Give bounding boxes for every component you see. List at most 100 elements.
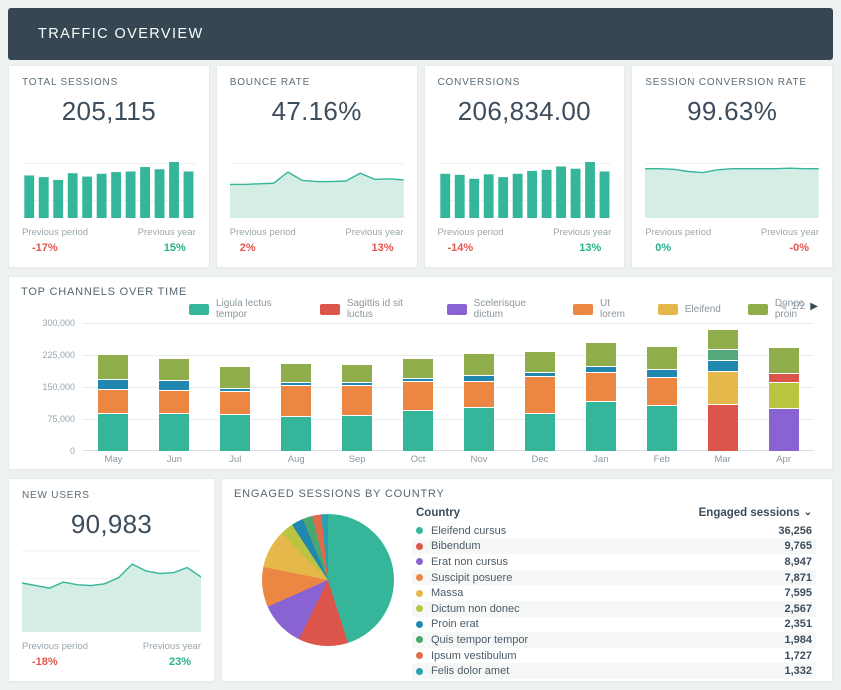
- y-axis-tick: 150,000: [42, 382, 75, 392]
- bar-segment-orange[interactable]: [159, 390, 190, 413]
- stacked-bar: [463, 354, 494, 451]
- prev-period-change: 0%: [655, 242, 672, 254]
- bar-segment-olive[interactable]: [768, 348, 799, 373]
- legend-pager: ◀ 1/2 ▶: [779, 301, 818, 312]
- bar-slot: [570, 323, 631, 451]
- legend-item[interactable]: Ut lorem: [573, 298, 631, 320]
- engaged-sessions-value: 9,765: [784, 540, 812, 553]
- bar-segment-teal[interactable]: [281, 416, 312, 451]
- bar-segment-olive[interactable]: [220, 367, 251, 388]
- legend-prev-icon[interactable]: ◀: [778, 301, 787, 312]
- kpi-value: 99.63%: [687, 96, 778, 126]
- bar-segment-orange[interactable]: [585, 372, 616, 401]
- bar-segment-orange[interactable]: [646, 377, 677, 405]
- bar-segment-olive[interactable]: [403, 359, 434, 378]
- kpi-card: TOTAL SESSIONS 205,115 Previous period Prev…: [8, 65, 210, 268]
- legend-item[interactable]: Donec proin: [747, 298, 820, 320]
- bar-slot: [266, 323, 327, 451]
- country-name-cell: Felis dolor amet: [416, 665, 509, 677]
- bar-segment-olive[interactable]: [707, 330, 738, 349]
- kpi-sparkline-wrap: [645, 156, 819, 218]
- legend-item[interactable]: Scelerisque dictum: [446, 298, 546, 320]
- area-sparkline: [645, 156, 819, 218]
- legend-next-icon[interactable]: ▶: [810, 301, 818, 312]
- legend-item[interactable]: Eleifend: [657, 298, 721, 320]
- bar-segment-orange[interactable]: [403, 381, 434, 410]
- bar-segment-blue[interactable]: [646, 369, 677, 377]
- bar-segment-blue[interactable]: [220, 388, 251, 391]
- bar-segment-teal[interactable]: [98, 413, 129, 451]
- bar-segment-olive[interactable]: [98, 355, 129, 379]
- country-color-dot: [416, 542, 423, 550]
- bar-segment-blue[interactable]: [463, 375, 494, 381]
- bar-segment-teal[interactable]: [403, 410, 434, 451]
- engaged-sessions-value: 7,871: [784, 571, 812, 584]
- bar-segment-blue[interactable]: [281, 382, 312, 385]
- x-axis-label: Jan: [593, 454, 609, 465]
- table-row: Suscipit posuere 7,871: [412, 569, 816, 586]
- bar-segment-blue[interactable]: [524, 372, 555, 376]
- column-header-country: Country: [416, 507, 461, 519]
- prev-year-change: 13%: [371, 242, 394, 254]
- bar-segment-teal[interactable]: [220, 414, 251, 451]
- bar-segment-purple[interactable]: [768, 408, 799, 451]
- page-header: TRAFFIC OVERVIEW: [8, 8, 833, 60]
- bar-segment-teal[interactable]: [342, 415, 373, 451]
- bar-sparkline: [22, 162, 196, 218]
- kpi-footer-values: 2% 13%: [230, 242, 404, 256]
- bar-segment-blue[interactable]: [159, 380, 190, 390]
- bar-segment-blue[interactable]: [585, 366, 616, 372]
- bar-segment-olive[interactable]: [342, 365, 373, 382]
- bars-layer: [83, 323, 814, 451]
- country-name-cell: Proin erat: [416, 618, 479, 630]
- bar-segment-red[interactable]: [707, 404, 738, 451]
- bar-segment-lime[interactable]: [768, 382, 799, 408]
- column-header-engaged-sessions[interactable]: Engaged sessions ⌄: [698, 507, 812, 519]
- country-name-cell: Erat non cursus: [416, 556, 508, 568]
- x-axis-label: May: [104, 454, 123, 465]
- bar-segment-olive[interactable]: [463, 354, 494, 375]
- prev-year-change: 13%: [579, 242, 602, 254]
- bar-segment-teal[interactable]: [585, 401, 616, 451]
- bar-segment-teal[interactable]: [159, 413, 190, 451]
- country-rows: Eleifend cursus 36,256 Bibendum 9,765 Erat n…: [412, 523, 816, 679]
- new-users-label: NEW USERS: [22, 490, 90, 501]
- country-pie-chart[interactable]: [262, 514, 394, 646]
- bar-segment-teal[interactable]: [646, 405, 677, 451]
- kpi-card: SESSION CONVERSION RATE 99.63% Previous pe…: [631, 65, 833, 268]
- bar-segment-orange[interactable]: [524, 376, 555, 413]
- bar-segment-olive[interactable]: [646, 347, 677, 369]
- legend-color-chip: [319, 303, 340, 315]
- kpi-sparkline-wrap: [22, 156, 196, 218]
- bar-segment-blue[interactable]: [707, 360, 738, 371]
- bar-segment-teal[interactable]: [524, 413, 555, 451]
- kpi-card: CONVERSIONS 206,834.00 Previous period Prev…: [423, 65, 626, 268]
- bar-segment-olive[interactable]: [524, 352, 555, 372]
- prev-year-label: Previous year: [142, 641, 201, 652]
- bar-segment-orange[interactable]: [463, 381, 494, 407]
- bar-segment-orange[interactable]: [220, 391, 251, 414]
- bar-segment-blue[interactable]: [342, 382, 373, 385]
- new-users-card: NEW USERS 90,983 Previous period Previou…: [8, 478, 215, 682]
- bar-segment-seagreen[interactable]: [707, 349, 738, 360]
- legend-item[interactable]: Ligula lectus tempor: [189, 298, 293, 320]
- bar-segment-orange[interactable]: [281, 385, 312, 416]
- bar-segment-red[interactable]: [768, 373, 799, 382]
- bar-segment-olive[interactable]: [585, 343, 616, 366]
- bar-segment-teal[interactable]: [463, 407, 494, 451]
- prev-period-label: Previous period: [22, 641, 89, 652]
- stacked-bar: [585, 343, 616, 451]
- bar-segment-blue[interactable]: [98, 379, 129, 389]
- bar-segment-orange[interactable]: [98, 389, 129, 413]
- bar-segment-orange[interactable]: [342, 385, 373, 415]
- legend-page-indicator: 1/2: [791, 301, 806, 312]
- country-name-cell: Suscipit posuere: [416, 572, 512, 584]
- pie-chart-wrap: [234, 502, 412, 679]
- legend-item[interactable]: Sagittis id sit luctus: [319, 298, 420, 320]
- country-name: Massa: [431, 587, 464, 600]
- bar-segment-olive[interactable]: [159, 359, 190, 380]
- bar-slot: [509, 323, 570, 451]
- bar-segment-olive[interactable]: [281, 364, 312, 382]
- bar-segment-blue[interactable]: [403, 378, 434, 381]
- bar-segment-gold[interactable]: [707, 371, 738, 404]
